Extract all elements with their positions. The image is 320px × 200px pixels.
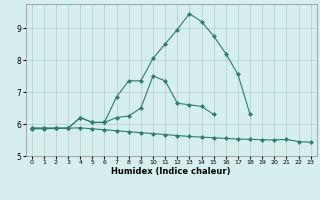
X-axis label: Humidex (Indice chaleur): Humidex (Indice chaleur) [111,167,231,176]
